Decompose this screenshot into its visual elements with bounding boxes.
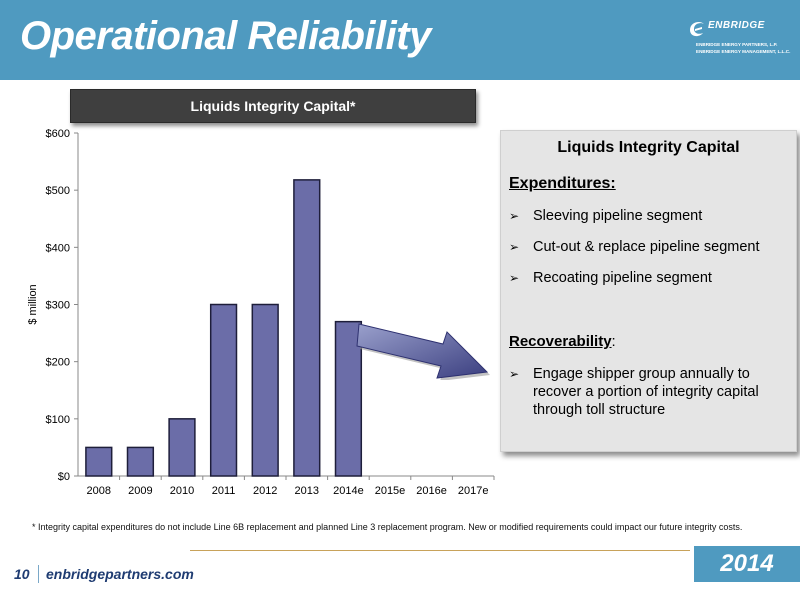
x-tick-label: 2012 [253,485,277,497]
x-tick-label: 2010 [170,485,194,497]
y-tick-label: $400 [46,242,70,254]
list-item-text: Engage shipper group annually to recover… [533,366,759,418]
x-tick-label: 2008 [87,485,111,497]
footer-separator [38,565,39,583]
list-item: ➢ Engage shipper group annually to recov… [509,365,789,419]
enbridge-logo: ENBRIDGE ENBRIDGE ENERGY PARTNERS, L.P. … [686,18,790,66]
bar [251,303,279,477]
bullet-arrow-icon: ➢ [509,209,520,223]
bullet-arrow-icon: ➢ [509,271,520,285]
recoverability-heading: Recoverability: [509,333,616,350]
x-tick-label: 2014e [333,485,364,497]
header-banner: Operational Reliability ENBRIDGE ENBRIDG… [0,0,800,80]
x-tick-label: 2013 [295,485,319,497]
footnote: * Integrity capital expenditures do not … [32,522,743,532]
x-tick-label: 2017e [458,485,489,497]
year-text: 2014 [720,550,774,577]
bullet-arrow-icon: ➢ [509,367,520,381]
y-tick-label: $0 [58,471,70,483]
right-arrow-icon [356,323,490,380]
x-tick-label: 2016e [416,485,447,497]
expenditures-heading: Expenditures: [509,175,616,193]
enbridge-logo-icon [690,22,704,37]
list-item-text: Sleeving pipeline segment [533,208,703,224]
y-tick-label: $200 [46,357,70,369]
year-badge: 2014 [694,546,800,582]
y-axis-label: $ million [27,284,39,324]
chart-title: Liquids Integrity Capital* [190,98,356,114]
logo-name: ENBRIDGE [708,20,765,31]
recoverability-heading-text: Recoverability [509,333,612,350]
bar [126,446,155,477]
y-tick-label: $300 [46,300,70,312]
list-item-text: Recoating pipeline segment [533,270,712,286]
page-title: Operational Reliability [20,14,431,58]
info-panel: Liquids Integrity Capital Expenditures: … [500,130,797,452]
chart-title-bar: Liquids Integrity Capital* [70,89,476,123]
bar-chart: $0 $100 $200 $300 $400 $500 $600 $ million 2008 2… [27,128,495,497]
bar [293,179,321,477]
bullet-arrow-icon: ➢ [509,240,520,254]
logo-subtitle-1: ENBRIDGE ENERGY PARTNERS, L.P. [696,42,778,47]
page-number: 10 [14,566,30,582]
list-item: ➢ Sleeving pipeline segment [509,207,789,225]
y-tick-label: $500 [46,185,70,197]
y-tick-label: $100 [46,414,70,426]
site-url: enbridgepartners.com [46,566,194,582]
expenditures-heading-text: Expenditures: [509,175,616,192]
list-item: ➢ Recoating pipeline segment [509,269,789,287]
logo-subtitle-2: ENBRIDGE ENERGY MANAGEMENT, L.L.C. [696,49,791,54]
x-tick-label: 2011 [212,485,236,497]
bar [209,303,238,477]
y-tick-label: $600 [46,128,70,140]
footer-divider [190,550,690,551]
list-item: ➢ Cut-out & replace pipeline segment [509,238,789,256]
list-item-text: Cut-out & replace pipeline segment [533,239,760,255]
bar [85,446,113,477]
bar [168,418,196,477]
panel-title: Liquids Integrity Capital [557,139,740,156]
x-tick-label: 2015e [375,485,406,497]
x-tick-label: 2009 [128,485,152,497]
recoverability-heading-suffix: : [611,333,616,350]
bar [334,320,363,477]
